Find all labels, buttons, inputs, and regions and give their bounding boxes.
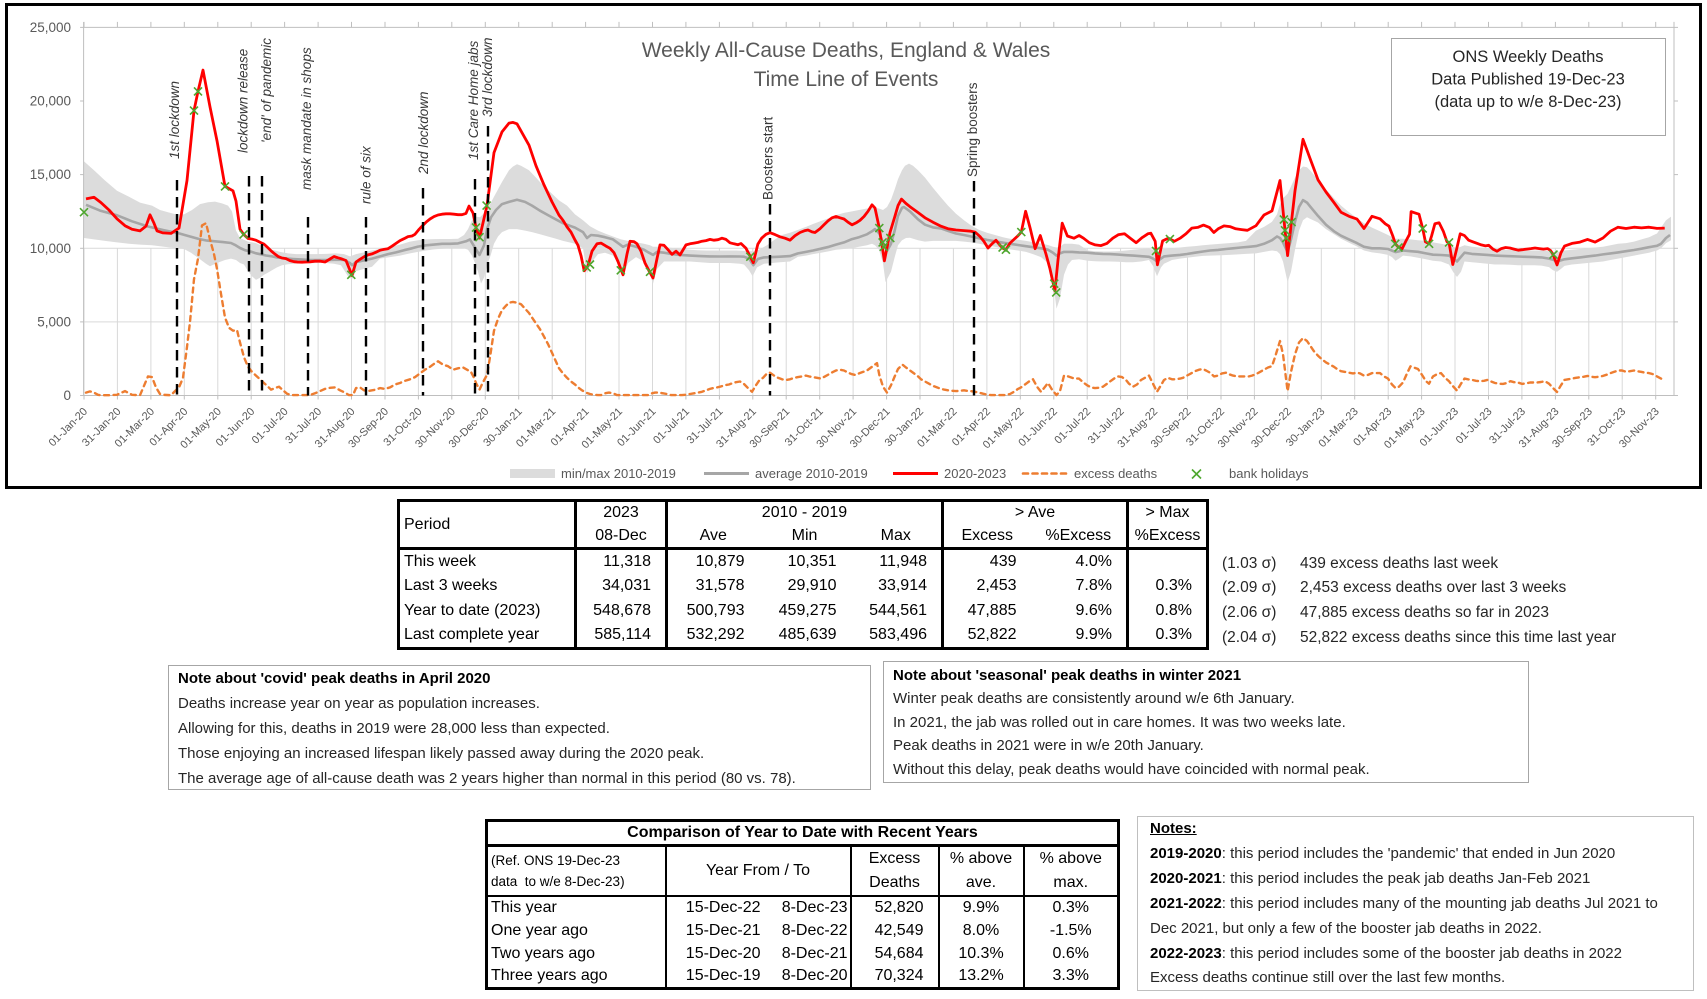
svg-text:'end' of pandemic: 'end' of pandemic	[259, 38, 274, 143]
svg-text:3rd lockdown: 3rd lockdown	[480, 37, 495, 117]
svg-text:25,000: 25,000	[30, 20, 71, 35]
svg-text:rule of six: rule of six	[359, 145, 374, 204]
svg-text:average 2010-2019: average 2010-2019	[755, 466, 868, 481]
svg-text:1st Care Home jabs: 1st Care Home jabs	[466, 40, 481, 160]
svg-text:ONS Weekly Deaths: ONS Weekly Deaths	[1453, 48, 1604, 66]
svg-text:Data Published 19-Dec-23: Data Published 19-Dec-23	[1431, 71, 1625, 89]
svg-text:2nd lockdown: 2nd lockdown	[416, 91, 431, 175]
svg-text:bank holidays: bank holidays	[1229, 466, 1309, 481]
svg-text:1st lockdown: 1st lockdown	[167, 81, 182, 159]
svg-text:20,000: 20,000	[30, 94, 71, 109]
svg-text:Spring boosters: Spring boosters	[965, 82, 980, 177]
svg-text:excess deaths: excess deaths	[1074, 466, 1158, 481]
svg-text:5,000: 5,000	[37, 314, 71, 329]
svg-text:0: 0	[63, 388, 71, 403]
svg-text:Boosters start: Boosters start	[761, 116, 776, 200]
svg-text:(data up to w/e 8-Dec-23): (data up to w/e 8-Dec-23)	[1434, 93, 1621, 111]
svg-text:2020-2023: 2020-2023	[944, 466, 1006, 481]
svg-text:Time Line of Events: Time Line of Events	[754, 68, 939, 91]
svg-text:15,000: 15,000	[30, 167, 71, 182]
svg-text:min/max 2010-2019: min/max 2010-2019	[561, 466, 676, 481]
svg-text:lockdown release: lockdown release	[236, 49, 251, 153]
svg-text:Weekly All-Cause Deaths, Engla: Weekly All-Cause Deaths, England & Wales	[642, 39, 1051, 62]
svg-text:mask mandate in shops: mask mandate in shops	[299, 47, 314, 190]
svg-text:10,000: 10,000	[30, 241, 71, 256]
